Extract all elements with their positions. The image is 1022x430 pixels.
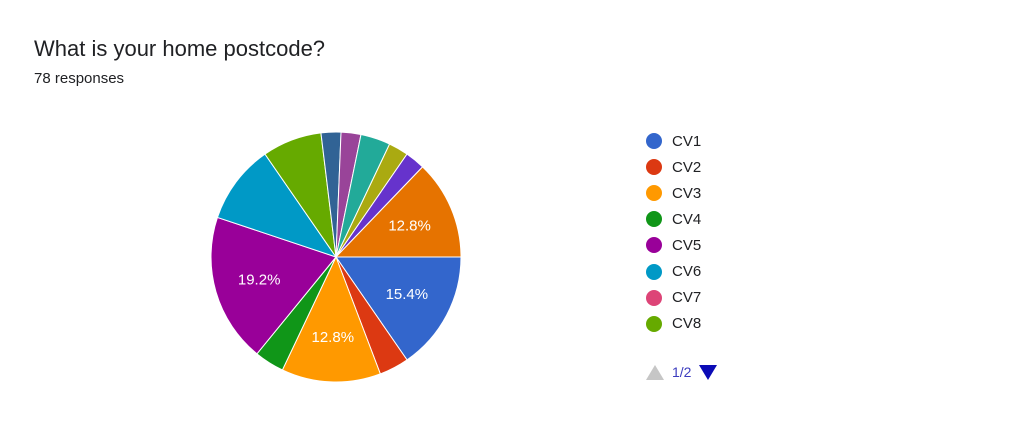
page-indicator: 1/2	[672, 364, 692, 380]
pie-slice-cv5	[210, 216, 337, 355]
legend-label: CV5	[672, 236, 702, 254]
pie-slice-cv6	[216, 153, 338, 258]
legend-swatch	[646, 133, 662, 150]
legend-swatch	[646, 315, 662, 332]
legend-swatch	[646, 263, 662, 280]
slice-percent-label: 12.8%	[312, 329, 355, 346]
legend-label: CV7	[672, 289, 702, 307]
legend-swatch	[646, 237, 662, 254]
legend-label: CV3	[672, 184, 702, 202]
legend-item-cv5: CV5	[646, 232, 701, 258]
legend-item-cv6: CV6	[646, 258, 701, 284]
legend-swatch	[646, 159, 662, 176]
legend-swatch	[646, 185, 662, 202]
pie-slice-cv1	[335, 256, 462, 361]
legend-pager: 1/2	[646, 364, 718, 380]
triangle-down-icon[interactable]	[699, 364, 718, 380]
slice-percent-label: 15.4%	[386, 286, 429, 303]
legend-item-cv3: CV3	[646, 180, 701, 206]
slice-percent-label: 19.2%	[238, 271, 281, 288]
legend-label: CV1	[672, 132, 702, 150]
legend-swatch	[646, 211, 662, 228]
slice-percent-label: 12.8%	[388, 218, 431, 235]
pie-slice-cv3	[281, 255, 381, 383]
legend-item-cv8: CV8	[646, 311, 701, 337]
legend-item-cv2: CV2	[646, 154, 701, 180]
legend-label: CV4	[672, 210, 702, 228]
triangle-up-icon[interactable]	[646, 364, 664, 380]
legend-swatch	[646, 289, 662, 306]
legend: CV1 CV2 CV3 CV4 CV5 CV6 CV7 CV8	[646, 128, 701, 337]
chart-title: What is your home postcode?	[34, 36, 326, 61]
pie-chart: 15.4% 12.8% 19.2% 12.8%	[210, 131, 462, 383]
legend-item-cv7: CV7	[646, 285, 701, 311]
legend-label: CV8	[672, 315, 702, 333]
legend-item-cv1: CV1	[646, 128, 701, 154]
legend-label: CV2	[672, 158, 702, 176]
legend-label: CV6	[672, 263, 702, 281]
response-count: 78 responses	[34, 70, 125, 87]
pie-slice	[334, 166, 462, 258]
legend-item-cv4: CV4	[646, 206, 701, 232]
